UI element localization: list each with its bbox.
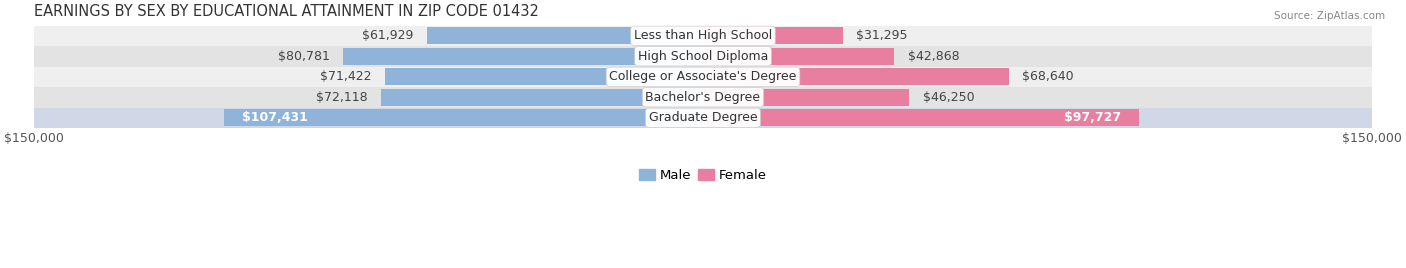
Bar xyxy=(703,109,1139,126)
Text: Source: ZipAtlas.com: Source: ZipAtlas.com xyxy=(1274,11,1385,21)
Bar xyxy=(34,46,1372,66)
Bar xyxy=(224,109,703,126)
Text: $42,868: $42,868 xyxy=(907,50,959,63)
Bar xyxy=(34,66,1372,87)
Text: $46,250: $46,250 xyxy=(922,91,974,104)
Bar xyxy=(34,87,1372,107)
Bar xyxy=(343,48,703,65)
Text: College or Associate's Degree: College or Associate's Degree xyxy=(609,70,797,83)
Text: Less than High School: Less than High School xyxy=(634,29,772,42)
Text: High School Diploma: High School Diploma xyxy=(638,50,768,63)
Text: $107,431: $107,431 xyxy=(242,111,308,124)
Bar xyxy=(703,27,842,44)
Bar xyxy=(34,107,1372,128)
Text: $80,781: $80,781 xyxy=(277,50,329,63)
Text: Graduate Degree: Graduate Degree xyxy=(648,111,758,124)
Bar xyxy=(427,27,703,44)
Legend: Male, Female: Male, Female xyxy=(634,164,772,187)
Bar xyxy=(34,25,1372,46)
Text: $72,118: $72,118 xyxy=(316,91,368,104)
Text: $31,295: $31,295 xyxy=(856,29,907,42)
Text: $71,422: $71,422 xyxy=(319,70,371,83)
Text: Bachelor's Degree: Bachelor's Degree xyxy=(645,91,761,104)
Bar xyxy=(703,68,1010,85)
Text: EARNINGS BY SEX BY EDUCATIONAL ATTAINMENT IN ZIP CODE 01432: EARNINGS BY SEX BY EDUCATIONAL ATTAINMEN… xyxy=(34,4,538,19)
Bar xyxy=(703,89,910,106)
Text: $68,640: $68,640 xyxy=(1022,70,1074,83)
Bar xyxy=(381,89,703,106)
Text: $97,727: $97,727 xyxy=(1064,111,1121,124)
Bar xyxy=(384,68,703,85)
Text: $61,929: $61,929 xyxy=(363,29,413,42)
Bar xyxy=(703,48,894,65)
